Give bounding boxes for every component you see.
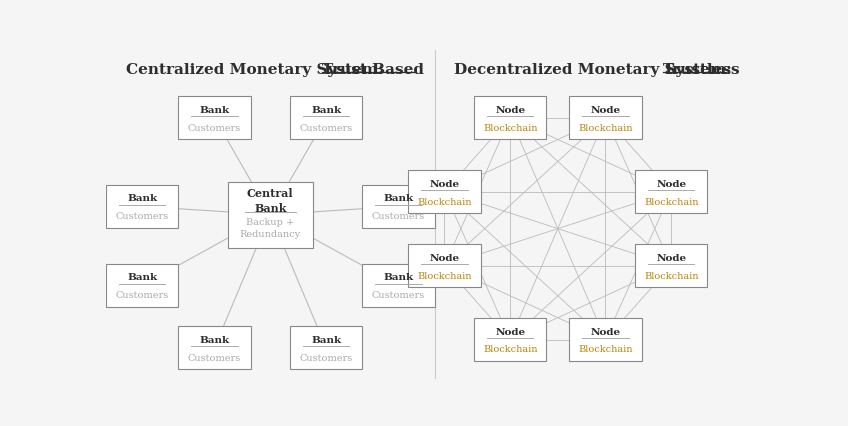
Text: Central
Bank: Central Bank [247,188,293,213]
Text: Trust Based: Trust Based [321,63,423,77]
Text: Blockchain: Blockchain [644,271,699,280]
Text: Bank: Bank [199,105,230,114]
FancyBboxPatch shape [474,97,546,140]
Text: Customers: Customers [371,212,425,221]
Text: Bank: Bank [383,194,414,203]
Text: Blockchain: Blockchain [578,123,633,132]
FancyBboxPatch shape [409,171,481,213]
Text: Bank: Bank [199,335,230,344]
Text: Decentralized Monetary System:: Decentralized Monetary System: [455,63,737,77]
Text: Customers: Customers [299,353,353,362]
Text: Node: Node [590,327,621,336]
FancyBboxPatch shape [635,171,707,213]
FancyBboxPatch shape [409,245,481,287]
FancyBboxPatch shape [362,186,434,228]
Text: Blockchain: Blockchain [483,123,538,132]
FancyBboxPatch shape [178,97,251,140]
Text: Bank: Bank [127,194,157,203]
Text: Node: Node [590,105,621,114]
Text: Node: Node [495,327,525,336]
FancyBboxPatch shape [290,97,362,140]
Text: Customers: Customers [115,291,169,299]
Text: Blockchain: Blockchain [417,271,471,280]
Text: Customers: Customers [187,353,241,362]
FancyBboxPatch shape [569,319,642,361]
Text: Blockchain: Blockchain [644,197,699,206]
Text: Backup +
Redundancy: Backup + Redundancy [240,218,301,239]
Text: Customers: Customers [371,291,425,299]
Text: Node: Node [429,179,460,188]
Text: Customers: Customers [187,123,241,132]
FancyBboxPatch shape [474,319,546,361]
Text: Bank: Bank [311,335,341,344]
Text: Node: Node [656,179,686,188]
FancyBboxPatch shape [227,182,313,248]
Text: Centralized Monetary System:: Centralized Monetary System: [126,63,388,77]
Text: Bank: Bank [311,105,341,114]
FancyBboxPatch shape [178,327,251,369]
Text: Customers: Customers [299,123,353,132]
Text: Node: Node [495,105,525,114]
FancyBboxPatch shape [106,264,178,307]
FancyBboxPatch shape [290,327,362,369]
Text: Node: Node [429,253,460,262]
Text: Node: Node [656,253,686,262]
FancyBboxPatch shape [362,264,434,307]
Text: Customers: Customers [115,212,169,221]
Text: Blockchain: Blockchain [483,345,538,354]
Text: Blockchain: Blockchain [417,197,471,206]
FancyBboxPatch shape [106,186,178,228]
Text: Trustless: Trustless [662,63,740,77]
FancyBboxPatch shape [635,245,707,287]
Text: Bank: Bank [383,273,414,282]
Text: Bank: Bank [127,273,157,282]
Text: Blockchain: Blockchain [578,345,633,354]
FancyBboxPatch shape [569,97,642,140]
